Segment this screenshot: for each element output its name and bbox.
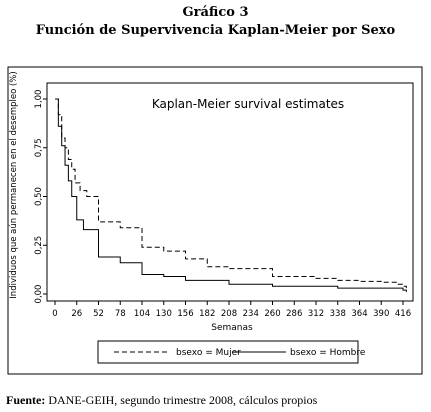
x-tick-label: 286 bbox=[286, 309, 302, 319]
x-tick-label: 390 bbox=[373, 309, 389, 319]
y-tick-label: 1,00 bbox=[34, 90, 44, 109]
x-tick-label: 312 bbox=[308, 309, 324, 319]
x-tick-label: 0 bbox=[52, 309, 57, 319]
x-tick-label: 182 bbox=[199, 309, 215, 319]
source-label: Fuente: bbox=[6, 393, 46, 407]
chart-graph: Kaplan-Meier survival estimates Semanas … bbox=[7, 66, 423, 375]
y-axis-label: Individuos que aún permanecen en el dese… bbox=[9, 71, 19, 298]
legend-label-mujer: bsexo = Mujer bbox=[176, 348, 241, 358]
x-tick-label: 208 bbox=[221, 309, 237, 319]
y-tick-label: 0,75 bbox=[34, 138, 44, 157]
y-axis: 0,00 0,25 0,50 0,75 1,00 bbox=[34, 90, 47, 304]
series-layer bbox=[55, 98, 407, 293]
x-tick-label: 104 bbox=[134, 309, 150, 319]
series-line-hombre bbox=[55, 98, 407, 293]
x-tick-label: 52 bbox=[93, 309, 104, 319]
x-tick-label: 156 bbox=[177, 309, 193, 319]
chart-title: Kaplan-Meier survival estimates bbox=[152, 97, 344, 111]
x-tick-label: 338 bbox=[330, 309, 346, 319]
series-line-mujer bbox=[55, 98, 407, 289]
y-tick-label: 0,50 bbox=[34, 187, 44, 206]
legend-label-hombre: bsexo = Hombre bbox=[290, 348, 366, 358]
x-axis-label: Semanas bbox=[211, 323, 253, 333]
x-tick-label: 26 bbox=[71, 309, 82, 319]
x-tick-label: 78 bbox=[115, 309, 126, 319]
source-text: DANE-GEIH, segundo trimestre 2008, cálcu… bbox=[48, 393, 318, 407]
x-axis: 0 26 52 78 104 130 156 182 208 234 260 286 312 338 364… bbox=[52, 301, 411, 319]
legend-entry-hombre: bsexo = Hombre bbox=[232, 348, 366, 358]
x-tick-label: 260 bbox=[264, 309, 280, 319]
source-note: Fuente: DANE-GEIH, segundo trimestre 200… bbox=[6, 393, 317, 408]
x-tick-label: 416 bbox=[395, 309, 411, 319]
graph-border bbox=[7, 66, 423, 375]
plot-area bbox=[46, 82, 414, 302]
legend-entry-mujer: bsexo = Mujer bbox=[114, 348, 241, 358]
x-tick-label: 364 bbox=[351, 309, 367, 319]
y-tick-label: 0,25 bbox=[34, 236, 44, 255]
figure-caption: Función de Supervivencia Kaplan-Meier po… bbox=[35, 23, 396, 38]
x-tick-label: 130 bbox=[156, 309, 172, 319]
figure-number: Gráfico 3 bbox=[182, 5, 249, 20]
legend-box bbox=[97, 340, 359, 364]
x-tick-label: 234 bbox=[243, 309, 259, 319]
y-tick-label: 0,00 bbox=[34, 285, 44, 304]
